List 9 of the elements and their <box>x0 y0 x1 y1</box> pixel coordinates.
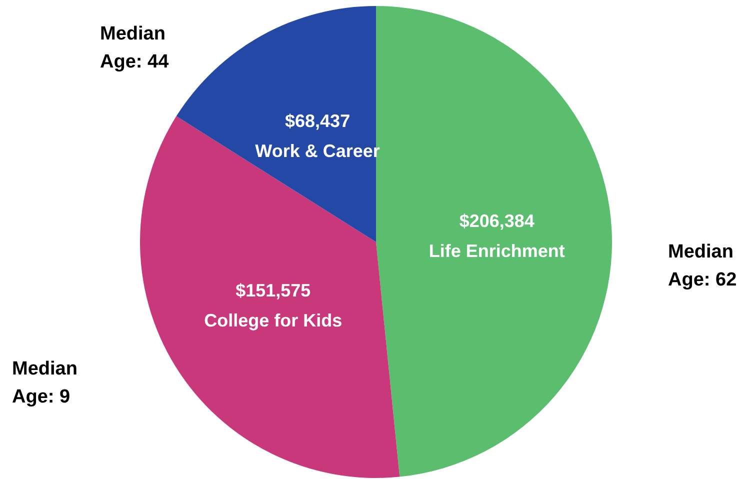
data-label: $68,437 <box>285 111 350 132</box>
data-label: $151,575 <box>236 280 311 301</box>
data-label: $206,384 <box>459 210 534 231</box>
text: Median Age: 44 <box>100 24 171 72</box>
text: Median Age: 62 <box>668 242 739 290</box>
slice-label: College for Kids <box>204 310 342 331</box>
slice-label: Life Enrichment <box>428 240 565 261</box>
text: Median Age: 9 <box>12 358 83 408</box>
slice-label: Work & Career <box>255 141 380 162</box>
